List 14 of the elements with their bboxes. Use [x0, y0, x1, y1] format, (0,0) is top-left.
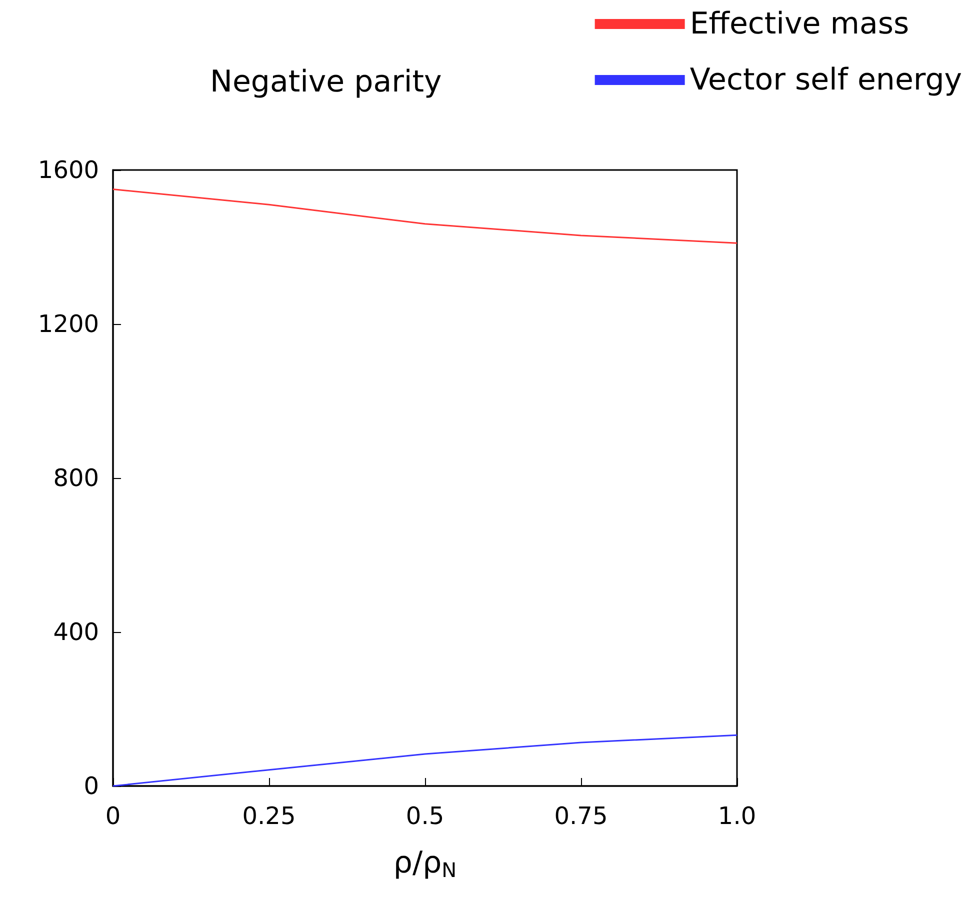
y-tick-label: 400 — [53, 618, 99, 646]
x-tick-label: 0.25 — [242, 802, 296, 830]
y-tick-label: 800 — [53, 464, 99, 492]
x-tick-label: 0.75 — [554, 802, 608, 830]
y-tick-label: 0 — [84, 772, 99, 800]
y-tick-label: 1600 — [38, 156, 99, 184]
chart-title: Negative parity — [210, 64, 442, 100]
y-tick-label: 1200 — [38, 310, 99, 338]
legend-label: Effective mass — [690, 6, 910, 42]
legend-label: Vector self energy — [690, 62, 962, 98]
x-tick-label: 0 — [105, 802, 121, 830]
x-tick-label: 1.0 — [718, 802, 756, 830]
line-series — [112, 188, 738, 244]
x-tick-label: 0.5 — [406, 802, 444, 830]
